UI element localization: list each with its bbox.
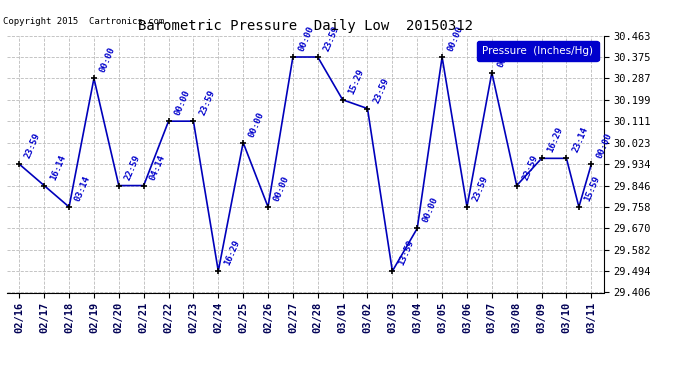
Text: 16:29: 16:29 (546, 126, 564, 154)
Text: 00:00: 00:00 (496, 40, 515, 68)
Text: 16:14: 16:14 (48, 153, 67, 182)
Text: 00:00: 00:00 (297, 25, 316, 53)
Text: 00:00: 00:00 (98, 46, 117, 74)
Text: 23:59: 23:59 (23, 132, 42, 160)
Text: 00:00: 00:00 (172, 89, 192, 117)
Text: 23:59: 23:59 (322, 25, 341, 53)
Text: Copyright 2015  Cartronics.com: Copyright 2015 Cartronics.com (3, 17, 165, 26)
Title: Barometric Pressure  Daily Low  20150312: Barometric Pressure Daily Low 20150312 (138, 19, 473, 33)
Text: 15:59: 15:59 (583, 174, 602, 203)
Text: 04:14: 04:14 (148, 153, 166, 182)
Text: 23:59: 23:59 (471, 174, 490, 203)
Text: 00:00: 00:00 (595, 132, 614, 160)
Text: 23:59: 23:59 (521, 153, 540, 182)
Text: 23:59: 23:59 (372, 76, 391, 104)
Text: 00:00: 00:00 (272, 174, 291, 203)
Text: 16:29: 16:29 (222, 239, 242, 267)
Text: 23:59: 23:59 (197, 89, 217, 117)
Text: 00:00: 00:00 (422, 196, 440, 224)
Text: 00:00: 00:00 (446, 25, 465, 53)
Legend: Pressure  (Inches/Hg): Pressure (Inches/Hg) (477, 41, 598, 61)
Text: 13:59: 13:59 (397, 239, 415, 267)
Text: 15:29: 15:29 (347, 68, 366, 96)
Text: 03:14: 03:14 (73, 174, 92, 203)
Text: 00:00: 00:00 (247, 110, 266, 138)
Text: 22:59: 22:59 (123, 153, 141, 182)
Text: 23:14: 23:14 (571, 126, 589, 154)
